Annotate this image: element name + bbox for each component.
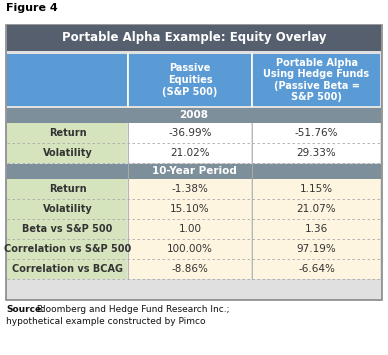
- Text: -51.76%: -51.76%: [295, 128, 338, 138]
- Bar: [6, 25, 382, 300]
- Bar: [128, 239, 251, 259]
- Bar: [7, 108, 381, 123]
- Text: 15.10%: 15.10%: [170, 204, 210, 214]
- Bar: [7, 123, 127, 143]
- Text: Portable Alpha
Using Hedge Funds
(Passive Beta =
S&P 500): Portable Alpha Using Hedge Funds (Passiv…: [263, 58, 369, 102]
- Text: 1.00: 1.00: [178, 224, 201, 234]
- Bar: [252, 143, 380, 163]
- Bar: [7, 199, 127, 219]
- Bar: [128, 143, 251, 163]
- Text: Volatility: Volatility: [43, 204, 92, 214]
- Bar: [7, 239, 127, 259]
- Text: 100.00%: 100.00%: [167, 244, 213, 254]
- Text: Return: Return: [48, 128, 86, 138]
- Text: 1.15%: 1.15%: [300, 184, 333, 194]
- Bar: [252, 199, 380, 219]
- Bar: [128, 179, 251, 199]
- Text: -8.86%: -8.86%: [171, 264, 208, 274]
- Text: 2008: 2008: [180, 110, 208, 120]
- Text: Correlation vs BCAG: Correlation vs BCAG: [12, 264, 123, 274]
- Bar: [7, 259, 127, 279]
- Text: Beta vs S&P 500: Beta vs S&P 500: [23, 224, 113, 234]
- Text: 21.02%: 21.02%: [170, 148, 210, 158]
- Text: Return: Return: [48, 184, 86, 194]
- Text: 21.07%: 21.07%: [297, 204, 336, 214]
- Bar: [128, 123, 251, 143]
- Text: -1.38%: -1.38%: [171, 184, 208, 194]
- Bar: [252, 219, 380, 239]
- Text: Figure 4: Figure 4: [6, 3, 58, 13]
- Bar: [7, 219, 127, 239]
- Text: Volatility: Volatility: [43, 148, 92, 158]
- Bar: [128, 219, 251, 239]
- Bar: [7, 164, 381, 179]
- Text: 29.33%: 29.33%: [296, 148, 336, 158]
- Bar: [7, 179, 127, 199]
- Bar: [252, 123, 380, 143]
- Bar: [252, 54, 380, 106]
- Text: hypothetical example constructed by Pimco: hypothetical example constructed by Pimc…: [6, 317, 206, 326]
- Bar: [7, 143, 127, 163]
- Text: Passive
Equities
(S&P 500): Passive Equities (S&P 500): [162, 64, 218, 97]
- Bar: [7, 25, 381, 51]
- Bar: [252, 239, 380, 259]
- Text: Source:: Source:: [6, 305, 45, 314]
- Text: -6.64%: -6.64%: [298, 264, 335, 274]
- Bar: [128, 259, 251, 279]
- Text: 1.36: 1.36: [305, 224, 328, 234]
- Text: -36.99%: -36.99%: [168, 128, 212, 138]
- Bar: [128, 199, 251, 219]
- Bar: [252, 259, 380, 279]
- Text: Bloomberg and Hedge Fund Research Inc.;: Bloomberg and Hedge Fund Research Inc.;: [34, 305, 229, 314]
- Bar: [128, 54, 251, 106]
- Text: 10-Year Period: 10-Year Period: [152, 166, 236, 176]
- Bar: [7, 54, 127, 106]
- Bar: [252, 179, 380, 199]
- Text: Portable Alpha Example: Equity Overlay: Portable Alpha Example: Equity Overlay: [62, 32, 326, 44]
- Text: Correlation vs S&P 500: Correlation vs S&P 500: [4, 244, 131, 254]
- Text: 97.19%: 97.19%: [296, 244, 336, 254]
